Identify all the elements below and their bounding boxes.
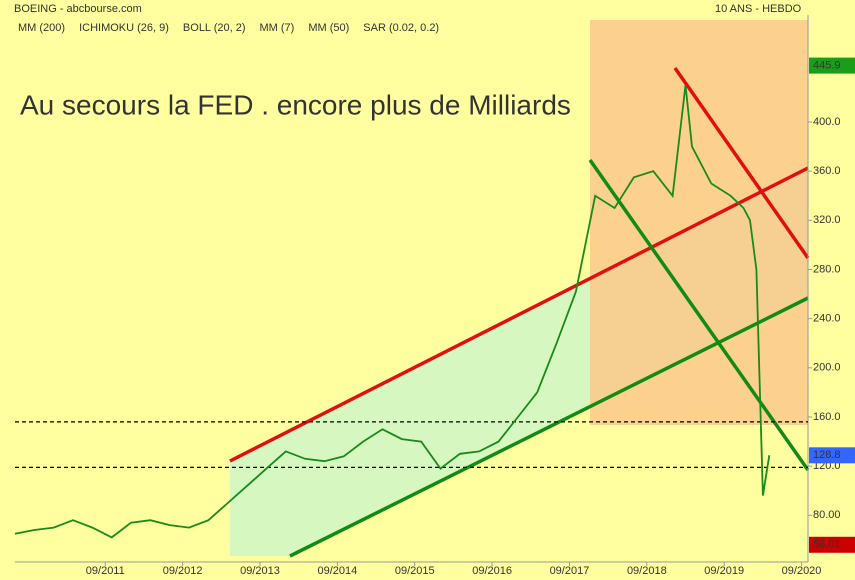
legend: MM (200) ICHIMOKU (26, 9) BOLL (20, 2) MM (… [18, 22, 439, 34]
chart-title: BOEING - abcbourse.com [14, 3, 142, 15]
x-tick-label: 09/2012 [163, 565, 203, 577]
trend-line [289, 296, 809, 558]
chart-subtitle: 10 ANS - HEBDO [715, 3, 802, 15]
price-box [809, 447, 855, 464]
x-tick-label: 09/2015 [395, 565, 435, 577]
price-box [809, 536, 855, 553]
trend-line [673, 66, 810, 260]
trend-line [588, 158, 810, 472]
y-tick-label: 240.0 [813, 313, 841, 325]
x-tick-label: 09/2016 [472, 565, 512, 577]
price-label: 445.9 [813, 60, 841, 72]
x-tick-label: 09/2017 [550, 565, 590, 577]
price-line [14, 84, 771, 539]
y-tick-label: 360.0 [813, 165, 841, 177]
price-box [809, 57, 855, 74]
x-tick-label: 09/2014 [317, 565, 357, 577]
price-label: 56.01 [813, 539, 841, 551]
x-tick-label: 09/2013 [240, 565, 280, 577]
legend-entry: MM (200) [18, 22, 65, 34]
y-tick-label: 200.0 [813, 362, 841, 374]
legend-entry: SAR (0.02, 0.2) [363, 22, 439, 34]
x-tick-label: 09/2020 [782, 565, 822, 577]
y-tick-label: 80.00 [813, 509, 841, 521]
legend-entry: BOLL (20, 2) [183, 22, 246, 34]
legend-entry: MM (50) [308, 22, 349, 34]
y-tick-label: 400.0 [813, 116, 841, 128]
y-tick-label: 160.0 [813, 411, 841, 423]
x-tick-label: 09/2019 [704, 565, 744, 577]
legend-entry: MM (7) [260, 22, 295, 34]
y-tick-label: 320.0 [813, 214, 841, 226]
x-tick-label: 09/2011 [86, 565, 125, 577]
trend-line [229, 166, 809, 463]
price-label: 128.8 [813, 449, 841, 461]
x-tick-label: 09/2018 [627, 565, 667, 577]
legend-entry: ICHIMOKU (26, 9) [79, 22, 169, 34]
y-tick-label: 280.0 [813, 263, 841, 275]
annotation: Au secours la FED . encore plus de Milli… [20, 89, 571, 120]
